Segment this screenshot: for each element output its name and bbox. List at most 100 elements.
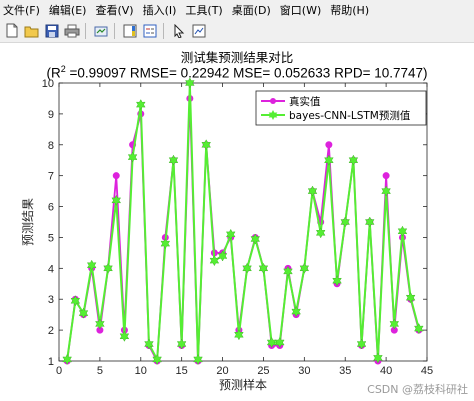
pointer-icon[interactable] bbox=[170, 22, 187, 39]
x-tick-label: 20 bbox=[216, 365, 228, 377]
toolbar-separator bbox=[163, 22, 164, 39]
data-point-pred bbox=[389, 318, 400, 330]
plot-svg: 0 5 10 15 20 25 30 35 40 4512345678910预测样本预测结果真实值… bbox=[21, 77, 433, 392]
data-point-pred bbox=[414, 323, 424, 335]
plot-metrics-subtitle: (R2 =0.99097 RMSE= 0.22942 MSE= 0.052633… bbox=[0, 64, 474, 81]
print-icon[interactable] bbox=[63, 22, 80, 39]
x-tick-label: 35 bbox=[339, 365, 351, 377]
open-folder-icon[interactable] bbox=[23, 22, 40, 39]
data-point-pred bbox=[373, 352, 383, 364]
y-axis-label: 预测结果 bbox=[21, 198, 35, 246]
data-point-true bbox=[382, 172, 390, 180]
data-point-pred bbox=[275, 336, 285, 349]
data-point-pred bbox=[152, 353, 162, 365]
data-point-pred bbox=[78, 307, 89, 319]
toolbar bbox=[0, 19, 474, 43]
menu-bar: 文件(F) 编辑(E) 查看(V) 插入(I) 工具(T) 桌面(D) 窗口(W) 帮助(H) bbox=[0, 0, 474, 19]
y-tick-label: 6 bbox=[48, 202, 54, 214]
data-point-pred bbox=[62, 353, 72, 365]
data-point-pred bbox=[127, 151, 138, 163]
menu-item-4[interactable]: 工具(T) bbox=[185, 3, 223, 17]
new-file-icon[interactable] bbox=[3, 22, 20, 39]
data-point-pred bbox=[160, 238, 171, 250]
data-point-pred bbox=[225, 228, 236, 240]
insert-colorbar-icon[interactable] bbox=[121, 22, 138, 39]
x-tick-label: 0 bbox=[56, 365, 62, 377]
csdn-watermark: CSDN @荔枝科研社 bbox=[367, 383, 468, 396]
save-icon[interactable] bbox=[43, 22, 60, 39]
y-tick-label: 7 bbox=[48, 171, 54, 183]
legend-marker-1 bbox=[268, 110, 278, 120]
y-tick-label: 2 bbox=[48, 325, 54, 337]
data-point-pred bbox=[217, 250, 228, 262]
data-point-pred bbox=[340, 216, 351, 228]
data-point-pred bbox=[324, 154, 334, 166]
data-point-pred bbox=[250, 233, 261, 245]
data-point-pred bbox=[332, 275, 342, 287]
x-tick-label: 5 bbox=[97, 365, 103, 377]
data-point-pred bbox=[193, 353, 203, 365]
legend-label-1: bayes-CNN-LSTM预测值 bbox=[289, 109, 411, 122]
data-point-pred bbox=[135, 99, 146, 111]
data-point-pred bbox=[103, 262, 113, 274]
link-icon[interactable] bbox=[92, 22, 109, 39]
x-tick-label: 15 bbox=[176, 365, 188, 377]
toolbar-separator bbox=[85, 22, 86, 39]
toolbar-separator bbox=[114, 22, 115, 39]
menu-item-5[interactable]: 桌面(D) bbox=[231, 3, 271, 17]
data-point-pred bbox=[168, 154, 179, 166]
legend-label-0: 真实值 bbox=[289, 95, 321, 108]
data-point-pred bbox=[299, 262, 310, 274]
data-point-pred bbox=[291, 306, 301, 318]
y-tick-label: 9 bbox=[48, 109, 54, 121]
y-tick-label: 3 bbox=[48, 294, 54, 306]
data-point-pred bbox=[258, 262, 269, 274]
x-tick-label: 10 bbox=[135, 365, 147, 377]
data-point-pred bbox=[234, 329, 244, 341]
data-point-pred bbox=[119, 330, 130, 342]
data-point-pred bbox=[242, 262, 252, 274]
metrics-values: =0.99097 RMSE= 0.22942 MSE= 0.052633 RPD… bbox=[65, 65, 428, 81]
legend-box bbox=[255, 90, 427, 126]
data-point-pred bbox=[283, 265, 293, 277]
data-point-pred bbox=[111, 194, 122, 206]
data-point-pred bbox=[397, 225, 408, 237]
data-point-pred bbox=[176, 338, 187, 350]
y-tick-label: 8 bbox=[48, 140, 54, 152]
data-point-pred bbox=[405, 292, 416, 304]
y-tick-label: 5 bbox=[48, 232, 54, 244]
menu-item-6[interactable]: 窗口(W) bbox=[279, 3, 322, 17]
data-point-pred bbox=[144, 338, 154, 350]
insert-legend-icon[interactable] bbox=[141, 22, 158, 39]
data-point-pred bbox=[70, 295, 81, 307]
y-tick-label: 1 bbox=[48, 356, 54, 368]
edit-plot-icon[interactable] bbox=[190, 22, 207, 39]
data-point-pred bbox=[185, 77, 195, 89]
data-point-pred bbox=[364, 216, 375, 228]
data-point-true bbox=[112, 172, 120, 180]
data-point-pred bbox=[95, 318, 105, 330]
menu-item-2[interactable]: 查看(V) bbox=[95, 3, 134, 17]
menu-item-0[interactable]: 文件(F) bbox=[3, 3, 40, 17]
data-point-pred bbox=[201, 139, 211, 151]
data-point-pred bbox=[86, 259, 97, 271]
x-tick-label: 30 bbox=[298, 365, 310, 377]
y-tick-label: 10 bbox=[42, 78, 54, 90]
data-point-pred bbox=[315, 227, 326, 239]
menu-item-7[interactable]: 帮助(H) bbox=[330, 3, 370, 17]
menu-item-1[interactable]: 编辑(E) bbox=[48, 3, 87, 17]
data-point-true bbox=[325, 141, 333, 149]
data-point-pred bbox=[356, 338, 367, 350]
data-point-pred bbox=[307, 185, 318, 197]
y-tick-label: 4 bbox=[48, 263, 54, 275]
metrics-prefix: (R bbox=[46, 65, 61, 81]
series-line-1 bbox=[66, 82, 420, 364]
data-point-pred bbox=[348, 154, 359, 166]
plot-area-box bbox=[58, 82, 428, 362]
menu-item-3[interactable]: 插入(I) bbox=[142, 3, 177, 17]
plot-title: 测试集预测结果对比 bbox=[180, 50, 294, 65]
metrics-superscript: 2 bbox=[60, 64, 66, 74]
legend-marker-0 bbox=[270, 98, 276, 104]
x-tick-label: 45 bbox=[421, 365, 433, 377]
x-axis-label: 预测样本 bbox=[219, 377, 267, 392]
